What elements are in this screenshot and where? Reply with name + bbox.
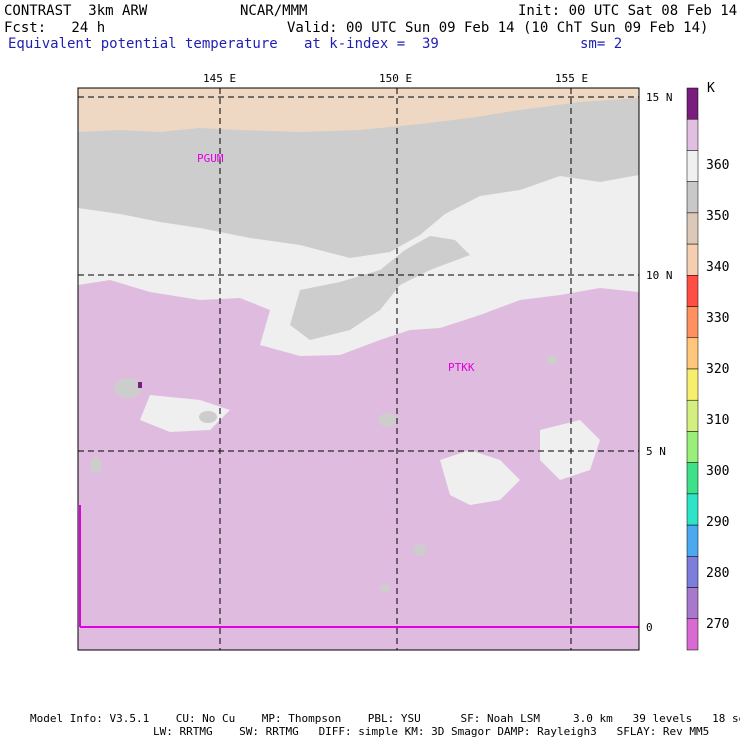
colorbar-swatch [686, 150, 699, 182]
colorbar-label: 300 [706, 464, 730, 479]
station-label-pgum: PGUM [197, 152, 224, 165]
dark-purple-mark [138, 382, 142, 388]
colorbar-swatch [686, 181, 699, 214]
colorbar-swatch [686, 306, 699, 339]
forecast-hour: Fcst: 24 h [4, 20, 106, 36]
lat-label-5: 5 N [646, 445, 666, 458]
tan-band [78, 88, 639, 132]
lon-label-145: 145 E [203, 72, 237, 85]
colorbar-swatch [686, 87, 699, 120]
footer-model-info: Model Info: V3.5.1 CU: No Cu MP: Thompso… [30, 712, 740, 725]
gray-tongue [290, 236, 470, 340]
colorbar-swatch [686, 556, 699, 588]
lon-label-150: 150 E [379, 72, 413, 85]
init-time: Init: 00 UTC Sat 08 Feb 14 [518, 3, 738, 19]
smoothing-info: sm= 2 [580, 36, 623, 52]
map-border [77, 87, 640, 651]
colorbar-swatch [686, 243, 699, 276]
gray-blob [413, 544, 427, 556]
colorbar-label: 280 [706, 566, 730, 581]
colorbar-swatch [686, 587, 699, 620]
colorbar-swatch [686, 337, 699, 370]
lon-label-155: 155 E [555, 72, 589, 85]
gray-blob [114, 378, 142, 398]
colorbar-label: 310 [706, 413, 730, 428]
model-name: CONTRAST 3km ARW [4, 3, 148, 19]
colorbar-swatch [686, 524, 699, 557]
colorbar-swatch [686, 493, 699, 526]
colorbar-swatch [686, 118, 699, 151]
light-patch-1 [440, 450, 520, 505]
map-field [78, 88, 639, 650]
lat-label-10: 10 N [646, 269, 673, 282]
level-info: at k-index = 39 [304, 36, 439, 52]
gray-blob [546, 355, 558, 365]
colorbar-label: 360 [706, 158, 730, 173]
station-label-ptkk: PTKK [448, 361, 475, 374]
colorbar-label: 340 [706, 260, 730, 275]
colorbar-label: 320 [706, 362, 730, 377]
gray-blob [199, 411, 217, 423]
colorbar-unit: K [707, 81, 715, 96]
colorbar-swatch [686, 462, 699, 495]
colorbar-swatch [686, 212, 699, 245]
footer-physics-info: LW: RRTMG SW: RRTMG DIFF: simple KM: 3D … [153, 725, 710, 738]
colorbar-label: 290 [706, 515, 730, 530]
colorbar-swatch [686, 431, 699, 463]
field-name: Equivalent potential temperature [8, 36, 278, 52]
colorbar [686, 87, 699, 651]
gray-blob [378, 413, 398, 427]
colorbar-swatch [686, 399, 699, 432]
purple-region [78, 280, 639, 650]
colorbar-swatch [686, 275, 699, 307]
center-name: NCAR/MMM [240, 3, 308, 19]
colorbar-swatch [686, 618, 699, 651]
colorbar-swatch [686, 368, 699, 401]
colorbar-label: 350 [706, 209, 730, 224]
gray-blob [90, 457, 102, 473]
colorbar-label: 330 [706, 311, 730, 326]
lat-label-15: 15 N [646, 91, 673, 104]
light-patch-2 [540, 420, 600, 480]
gray-blob [380, 584, 390, 592]
colorbar-label: 270 [706, 617, 730, 632]
gray-band-north [78, 88, 639, 258]
lat-label-0: 0 [646, 621, 653, 634]
valid-time: Valid: 00 UTC Sun 09 Feb 14 (10 ChT Sun … [287, 20, 709, 36]
graticule [78, 88, 639, 650]
